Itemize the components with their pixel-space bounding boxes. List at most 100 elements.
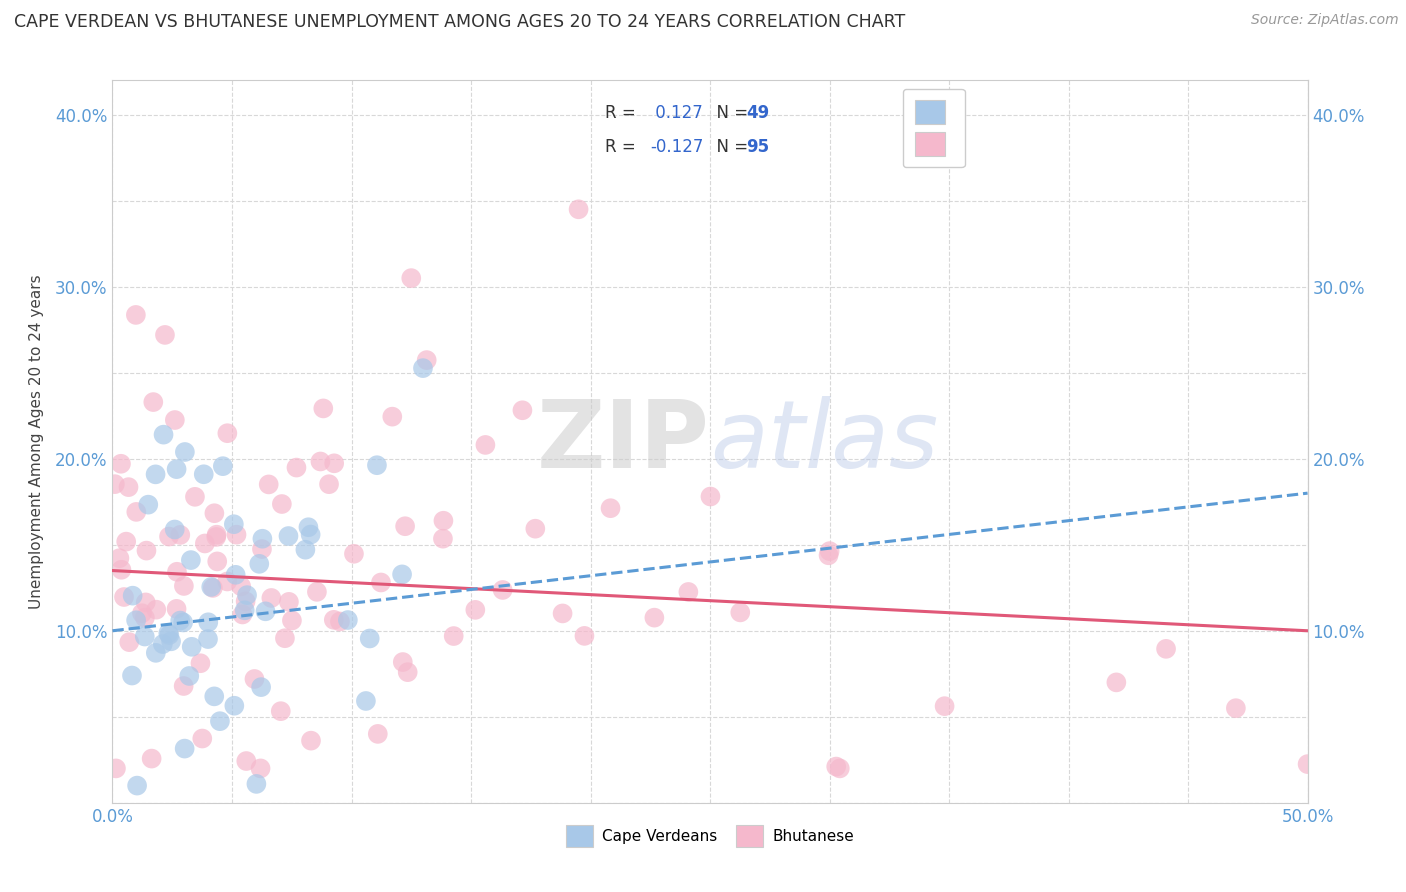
- Point: [1225, 701, 1247, 715]
- Point: [166, 602, 188, 616]
- Point: [118, 635, 141, 649]
- Point: [730, 606, 752, 620]
- Point: [108, 551, 131, 566]
- Point: [354, 694, 377, 708]
- Point: [934, 699, 956, 714]
- Point: [277, 595, 299, 609]
- Point: [551, 607, 574, 621]
- Point: [231, 607, 253, 622]
- Point: [202, 690, 225, 704]
- Point: [217, 426, 239, 441]
- Point: [336, 613, 359, 627]
- Point: [112, 590, 135, 604]
- Point: [568, 202, 591, 217]
- Text: ZIP: ZIP: [537, 395, 710, 488]
- Point: [294, 542, 316, 557]
- Text: CAPE VERDEAN VS BHUTANESE UNEMPLOYMENT AMONG AGES 20 TO 24 YEARS CORRELATION CHA: CAPE VERDEAN VS BHUTANESE UNEMPLOYMENT A…: [14, 13, 905, 31]
- Point: [524, 522, 547, 536]
- Text: N =: N =: [706, 103, 754, 122]
- Point: [274, 631, 297, 645]
- Point: [474, 438, 496, 452]
- Point: [512, 403, 534, 417]
- Point: [699, 490, 721, 504]
- Text: R =: R =: [605, 103, 641, 122]
- Point: [104, 761, 127, 775]
- Point: [299, 527, 322, 541]
- Point: [412, 361, 434, 376]
- Point: [157, 626, 180, 640]
- Point: [131, 607, 153, 621]
- Point: [141, 751, 163, 765]
- Point: [359, 632, 381, 646]
- Point: [828, 761, 851, 775]
- Point: [191, 731, 214, 746]
- Point: [323, 456, 346, 470]
- Point: [318, 477, 340, 491]
- Point: [443, 629, 465, 643]
- Point: [110, 563, 132, 577]
- Point: [260, 591, 283, 605]
- Point: [225, 527, 247, 541]
- Point: [110, 457, 132, 471]
- Text: N =: N =: [706, 137, 754, 156]
- Point: [202, 506, 225, 520]
- Point: [211, 459, 233, 474]
- Point: [173, 679, 195, 693]
- Point: [817, 549, 839, 563]
- Point: [401, 271, 423, 285]
- Point: [370, 575, 392, 590]
- Legend: Cape Verdeans, Bhutanese: Cape Verdeans, Bhutanese: [560, 819, 860, 853]
- Point: [235, 754, 257, 768]
- Point: [277, 529, 299, 543]
- Point: [225, 567, 247, 582]
- Point: [231, 579, 253, 593]
- Point: [678, 585, 700, 599]
- Point: [142, 395, 165, 409]
- Y-axis label: Unemployment Among Ages 20 to 24 years: Unemployment Among Ages 20 to 24 years: [30, 274, 44, 609]
- Point: [574, 629, 596, 643]
- Point: [305, 585, 328, 599]
- Point: [166, 462, 188, 476]
- Point: [160, 634, 183, 648]
- Point: [125, 505, 148, 519]
- Point: [163, 413, 186, 427]
- Point: [153, 327, 176, 342]
- Point: [270, 704, 292, 718]
- Point: [121, 589, 143, 603]
- Point: [367, 727, 389, 741]
- Point: [205, 554, 228, 568]
- Point: [205, 530, 228, 544]
- Point: [197, 615, 219, 630]
- Point: [145, 467, 167, 482]
- Text: -0.127: -0.127: [650, 137, 703, 156]
- Point: [236, 588, 259, 602]
- Point: [643, 610, 665, 624]
- Point: [163, 523, 186, 537]
- Point: [200, 580, 222, 594]
- Text: atlas: atlas: [710, 396, 938, 487]
- Point: [201, 581, 224, 595]
- Text: Source: ZipAtlas.com: Source: ZipAtlas.com: [1251, 13, 1399, 28]
- Point: [173, 445, 195, 459]
- Point: [135, 543, 157, 558]
- Point: [205, 527, 228, 541]
- Text: 95: 95: [747, 137, 769, 156]
- Point: [252, 532, 274, 546]
- Point: [297, 520, 319, 534]
- Point: [309, 454, 332, 468]
- Point: [152, 427, 174, 442]
- Point: [127, 779, 149, 793]
- Text: 0.127: 0.127: [650, 103, 703, 122]
- Point: [115, 534, 138, 549]
- Point: [329, 615, 352, 629]
- Point: [134, 630, 156, 644]
- Point: [180, 553, 202, 567]
- Point: [391, 567, 413, 582]
- Point: [166, 565, 188, 579]
- Point: [233, 603, 256, 617]
- Point: [818, 544, 841, 558]
- Point: [125, 613, 148, 627]
- Point: [157, 628, 180, 642]
- Point: [250, 680, 273, 694]
- Point: [145, 646, 167, 660]
